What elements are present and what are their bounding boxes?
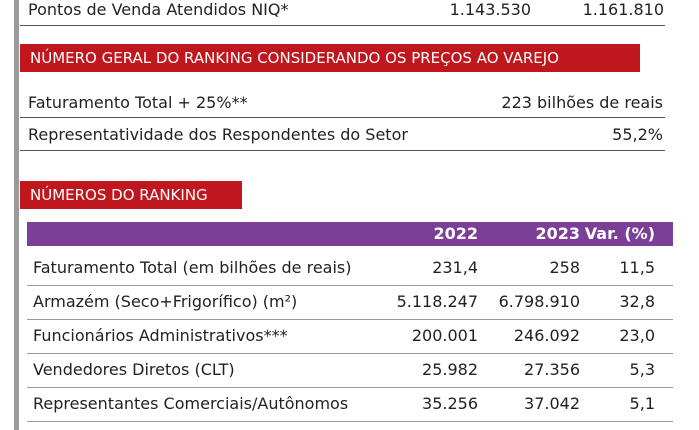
row-label: Faturamento Total (em bilhões de reais) (33, 258, 352, 277)
cell: 25.982 (422, 360, 478, 379)
cell: 23,0 (619, 326, 655, 345)
column-header: Var. (%) (584, 224, 655, 243)
cell: 1.143.530 (449, 0, 531, 19)
row-label: Funcionários Administrativos*** (33, 326, 288, 345)
table-header (27, 222, 673, 246)
section-banner: NÚMERO GERAL DO RANKING CONSIDERANDO OS … (20, 44, 640, 72)
divider (20, 25, 665, 26)
cell: 246.092 (513, 326, 580, 345)
divider (27, 319, 673, 320)
cell: 258 (549, 258, 580, 277)
row-label: Pontos de Venda Atendidos NIQ* (28, 0, 289, 19)
cell: 27.356 (524, 360, 580, 379)
divider (27, 421, 673, 422)
divider (27, 387, 673, 388)
section-banner: NÚMEROS DO RANKING (20, 181, 242, 209)
row-label: Representatividade dos Respondentes do S… (28, 125, 408, 144)
row-label: Faturamento Total + 25%** (28, 93, 248, 112)
divider (20, 150, 665, 151)
cell: 37.042 (524, 394, 580, 413)
cell: 35.256 (422, 394, 478, 413)
cell: 32,8 (619, 292, 655, 311)
divider (20, 117, 665, 118)
divider (27, 285, 673, 286)
cell: 55,2% (612, 125, 663, 144)
cell: 223 bilhões de reais (501, 93, 663, 112)
side-bar (14, 0, 19, 430)
cell: 5.118.247 (396, 292, 478, 311)
cell: 231,4 (432, 258, 478, 277)
divider (27, 353, 673, 354)
cell: 5,3 (629, 360, 655, 379)
row-label: Vendedores Diretos (CLT) (33, 360, 235, 379)
cell: 1.161.810 (582, 0, 664, 19)
cell: 11,5 (619, 258, 655, 277)
column-header: 2023 (535, 224, 580, 243)
cell: 6.798.910 (498, 292, 580, 311)
row-label: Armazém (Seco+Frigorífico) (m²) (33, 292, 298, 311)
column-header: 2022 (433, 224, 478, 243)
row-label: Representantes Comerciais/Autônomos (33, 394, 349, 413)
cell: 5,1 (629, 394, 655, 413)
cell: 200.001 (411, 326, 478, 345)
